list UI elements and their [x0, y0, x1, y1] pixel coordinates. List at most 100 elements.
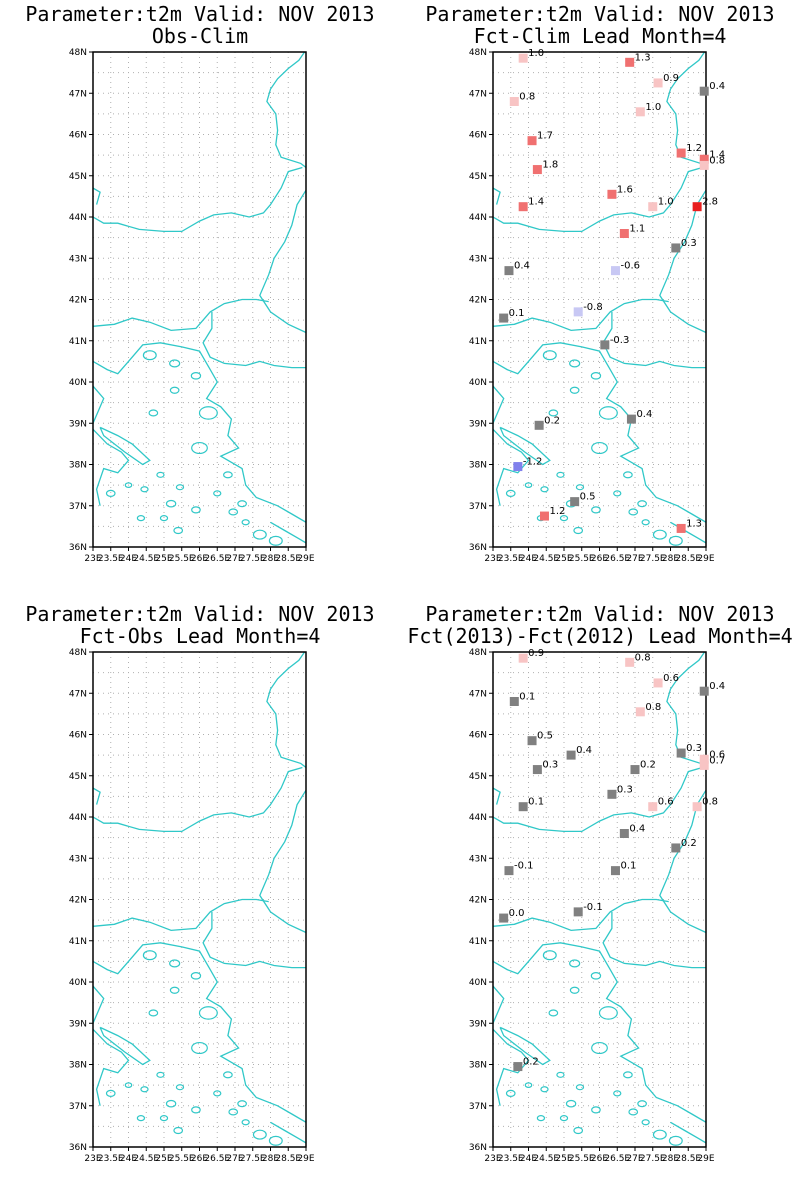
island-outline	[641, 519, 650, 526]
island-outline	[505, 489, 516, 497]
island-outline	[191, 1106, 201, 1114]
island-outline	[268, 1135, 283, 1146]
border-line-balkans	[493, 298, 669, 332]
island-outline	[159, 1115, 169, 1122]
lon-tick-label: 24E	[520, 1154, 537, 1164]
island-outline	[148, 1009, 159, 1017]
map-canvas: 48N47N46N45N44N43N42N41N40N39N38N37N36N2…	[69, 648, 315, 1164]
station-marker	[699, 160, 709, 170]
island-outline	[191, 441, 208, 455]
island-outline	[268, 535, 283, 546]
station-value-label: 0.3	[542, 760, 558, 771]
station-value-label: 1.2	[549, 506, 565, 517]
island-outline	[556, 471, 565, 478]
map-canvas: 48N47N46N45N44N43N42N41N40N39N38N37N36N2…	[469, 648, 725, 1164]
lat-tick-label: 44N	[469, 813, 487, 823]
lat-tick-label: 36N	[469, 543, 487, 553]
island-outline	[641, 1119, 650, 1126]
island-outline	[569, 386, 580, 394]
station-marker	[518, 653, 528, 663]
station-marker	[509, 97, 519, 106]
island-outline	[175, 484, 185, 491]
island-outline	[548, 1009, 559, 1017]
island-outline	[136, 1115, 146, 1122]
coastline-aegean-north	[493, 342, 706, 523]
station-value-label: 0.3	[686, 743, 702, 754]
island-outline	[573, 526, 584, 535]
island-outline	[198, 1006, 218, 1020]
station-value-label: 0.6	[658, 797, 674, 808]
coastline-crete-region	[270, 1121, 306, 1144]
island-outline	[190, 971, 202, 980]
coastline-aegean-north	[493, 942, 706, 1123]
station-marker	[619, 829, 629, 838]
island-outline	[590, 971, 602, 980]
lon-tick-label: 27E	[626, 1154, 643, 1164]
island-outline	[652, 529, 667, 540]
station-value-label: 0.9	[528, 648, 544, 659]
lon-tick-label: 27.5E	[640, 1154, 666, 1164]
lon-tick-label: 27E	[626, 554, 643, 564]
lat-tick-label: 37N	[469, 502, 487, 512]
coastline-black-sea-west	[259, 789, 306, 934]
island-outline	[191, 506, 201, 514]
coastline-black-sea	[666, 652, 706, 769]
island-outline	[569, 986, 580, 994]
map-panel-fct-obs: Parameter:t2m Valid: NOV 2013 Fct-Obs Le…	[0, 600, 400, 1200]
station-value-label: 0.1	[509, 308, 525, 319]
station-marker	[610, 266, 620, 276]
island-outline	[565, 1099, 577, 1108]
station-marker	[573, 907, 583, 917]
island-outline	[623, 471, 633, 479]
station-value-label: 2.8	[702, 197, 718, 208]
island-outline	[136, 515, 146, 522]
station-value-label: 0.5	[537, 731, 553, 742]
map-group: 48N47N46N45N44N43N42N41N40N39N38N37N36N2…	[69, 48, 315, 564]
station-marker	[619, 229, 629, 238]
island-outline	[573, 1126, 584, 1135]
coastline-black-sea	[266, 52, 306, 169]
island-outline	[213, 490, 222, 497]
island-outline	[542, 950, 557, 961]
island-outline	[105, 489, 116, 497]
lat-tick-label: 48N	[69, 48, 87, 58]
island-outline	[191, 1041, 208, 1055]
station-marker	[692, 802, 702, 812]
border-line-danube-north	[493, 187, 501, 205]
panel-title-line1: Parameter:t2m Valid: NOV 2013	[425, 602, 775, 626]
station-marker	[625, 57, 635, 67]
station-value-label: 1.2	[686, 143, 702, 154]
lon-tick-label: 28E	[262, 1154, 279, 1164]
station-value-label: 0.8	[702, 797, 718, 808]
station-marker	[699, 686, 709, 696]
station-value-label: 0.8	[635, 652, 651, 663]
island-outline	[173, 1126, 184, 1135]
station-value-label: 0.4	[709, 681, 725, 692]
lon-tick-label: 29E	[697, 1154, 714, 1164]
border-line-mariza	[202, 311, 306, 369]
station-value-label: 0.0	[509, 908, 525, 919]
lat-tick-label: 48N	[469, 48, 487, 58]
map-panel-fct-clim: Parameter:t2m Valid: NOV 2013 Fct-Clim L…	[400, 0, 800, 600]
island-outline	[241, 519, 250, 526]
island-outline	[228, 508, 239, 516]
lat-tick-label: 47N	[469, 689, 487, 699]
station-value-label: -0.8	[583, 302, 603, 313]
island-outline	[252, 1129, 267, 1140]
lon-tick-label: 25E	[155, 554, 172, 564]
lat-tick-label: 39N	[469, 419, 487, 429]
station-value-label: 0.6	[663, 673, 679, 684]
lon-tick-label: 24E	[120, 554, 137, 564]
station-value-label: 1.6	[617, 184, 633, 195]
station-marker	[532, 165, 542, 175]
island-outline	[668, 535, 683, 546]
lon-tick-label: 23E	[84, 1154, 101, 1164]
island-outline	[169, 359, 181, 368]
station-marker	[527, 136, 537, 146]
lon-tick-label: 25.5E	[569, 1154, 595, 1164]
island-outline	[223, 471, 233, 479]
lat-tick-label: 43N	[69, 254, 87, 264]
island-outline	[548, 409, 559, 417]
border-line-mariza	[602, 911, 706, 969]
coastline-aegean-north	[93, 942, 306, 1123]
